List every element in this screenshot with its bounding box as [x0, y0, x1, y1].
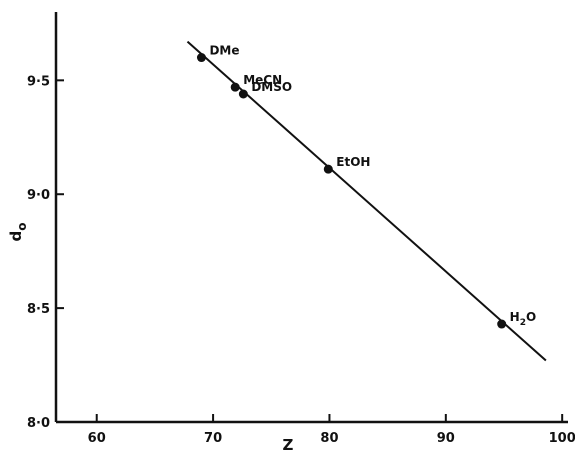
y-tick-label: 8·5	[27, 302, 50, 317]
x-tick-label: 60	[88, 431, 106, 446]
y-tick-label: 9·5	[27, 74, 50, 89]
y-axis-label: do	[7, 223, 29, 242]
point-label: MeCN	[243, 73, 282, 87]
axes	[54, 12, 568, 424]
x-tick-label: 70	[204, 431, 222, 446]
data-points	[196, 53, 507, 329]
x-tick-label: 80	[320, 431, 338, 446]
point-label: EtOH	[336, 155, 370, 169]
y-axis-label-subscript: o	[15, 223, 29, 231]
point-label: DMe	[209, 44, 239, 58]
fit-line-group	[186, 40, 547, 362]
data-point	[238, 89, 248, 99]
data-point	[230, 82, 240, 92]
fit-line	[186, 40, 547, 362]
x-tick-label: 90	[437, 431, 455, 446]
axis-ticks: 60 70 80 90 100 8·0 8·5 9·0 9·5	[27, 74, 575, 446]
point-label: H2O	[510, 310, 537, 328]
y-axis-label-main: d	[7, 231, 25, 242]
y-tick-label: 9·0	[27, 188, 50, 203]
data-point	[497, 319, 507, 329]
x-axis-label: Z	[283, 436, 294, 453]
x-tick-label: 100	[549, 431, 575, 446]
point-label: DMSO	[251, 80, 292, 94]
y-tick-label: 8·0	[27, 416, 50, 431]
data-point	[323, 164, 333, 174]
data-point	[196, 53, 206, 63]
